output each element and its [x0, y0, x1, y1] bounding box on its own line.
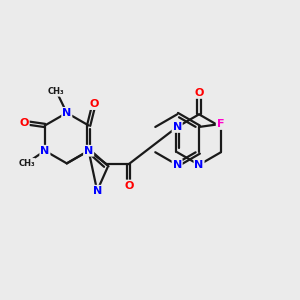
Text: O: O	[194, 88, 204, 98]
Text: N: N	[172, 122, 182, 132]
Text: CH₃: CH₃	[18, 159, 35, 168]
Text: O: O	[89, 99, 99, 109]
Text: F: F	[217, 119, 224, 129]
Text: O: O	[20, 118, 29, 128]
Text: CH₃: CH₃	[48, 87, 65, 96]
Text: N: N	[92, 186, 102, 196]
Text: N: N	[40, 146, 50, 156]
Text: N: N	[84, 146, 93, 156]
Text: N: N	[172, 160, 182, 170]
Text: O: O	[124, 181, 134, 190]
Text: N: N	[62, 108, 71, 118]
Text: N: N	[194, 160, 204, 170]
